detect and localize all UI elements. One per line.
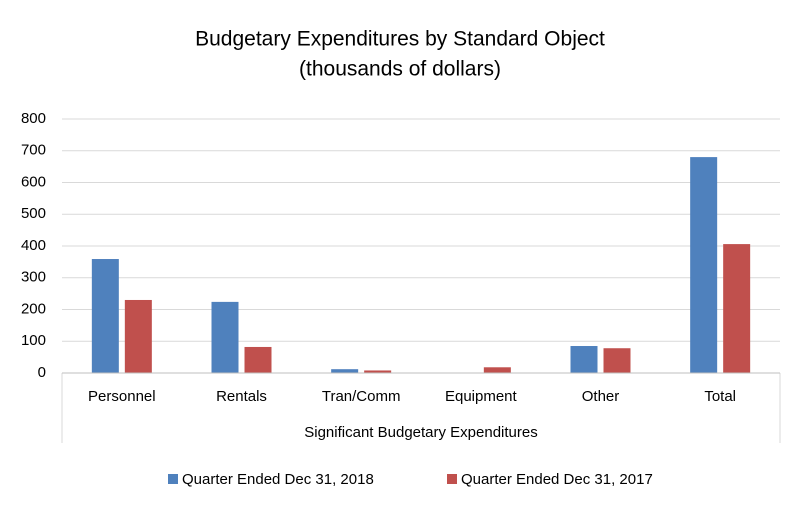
y-tick-label: 300 [21, 269, 46, 286]
y-tick-label: 0 [38, 364, 46, 381]
x-tick-label: Other [582, 388, 620, 405]
legend-swatch [447, 474, 457, 484]
bar [211, 301, 239, 373]
x-axis-label: Significant Budgetary Expenditures [304, 424, 537, 441]
y-tick-label: 400 [21, 237, 46, 254]
y-tick-label: 700 [21, 142, 46, 159]
x-tick-label: Tran/Comm [322, 388, 401, 405]
bar [124, 299, 152, 373]
legend-label: Quarter Ended Dec 31, 2018 [182, 471, 374, 488]
y-tick-label: 600 [21, 173, 46, 190]
chart-title: Budgetary Expenditures by Standard Objec… [195, 28, 605, 51]
bar [364, 370, 392, 373]
bar [483, 367, 511, 373]
y-tick-label: 500 [21, 205, 46, 222]
x-tick-label: Total [704, 388, 736, 405]
x-tick-label: Personnel [88, 388, 156, 405]
bar [723, 244, 751, 373]
bar [690, 157, 718, 373]
legend-label: Quarter Ended Dec 31, 2017 [461, 471, 653, 488]
y-tick-label: 200 [21, 300, 46, 317]
bar [331, 369, 359, 373]
y-tick-label: 800 [21, 110, 46, 127]
x-tick-label: Equipment [445, 388, 518, 405]
x-tick-label: Rentals [216, 388, 267, 405]
y-tick-label: 100 [21, 332, 46, 349]
bar [570, 346, 598, 373]
chart-subtitle: (thousands of dollars) [299, 58, 501, 81]
legend-swatch [168, 474, 178, 484]
bar [603, 348, 631, 373]
bar [244, 346, 272, 373]
bar [91, 259, 119, 373]
